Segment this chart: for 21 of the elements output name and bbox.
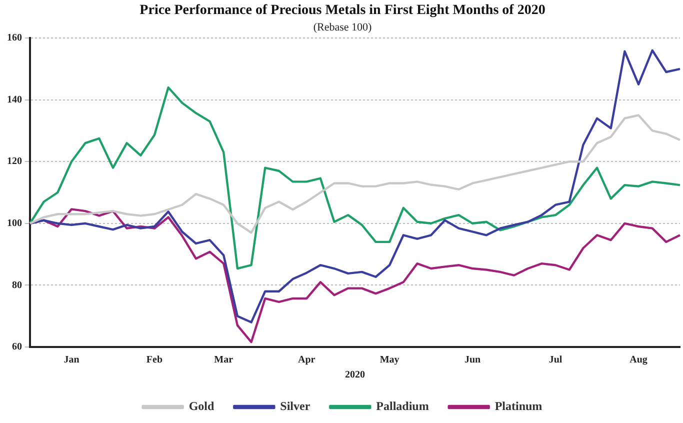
legend-label: Palladium xyxy=(376,399,429,414)
legend-label: Gold xyxy=(188,399,214,414)
x-tick-label: Mar xyxy=(214,354,234,366)
legend-label: Silver xyxy=(280,399,311,414)
y-tick-label: 140 xyxy=(7,94,22,106)
y-tick-label: 160 xyxy=(7,32,22,44)
x-tick-label: Feb xyxy=(146,354,163,366)
y-tick-label: 120 xyxy=(7,156,22,168)
x-tick-label: Jul xyxy=(548,354,562,366)
chart-subtitle: (Rebase 100) xyxy=(313,21,372,34)
y-tick-label: 60 xyxy=(12,342,22,353)
x-tick-label: May xyxy=(380,354,400,366)
y-tick-label: 80 xyxy=(12,280,22,291)
x-tick-label: Jun xyxy=(464,354,482,366)
legend-label: Platinum xyxy=(494,399,542,414)
chart-title: Price Performance of Precious Metals in First Eight Months of 2020 xyxy=(140,3,546,18)
x-tick-label: Jan xyxy=(64,354,80,366)
x-tick-label: Apr xyxy=(298,354,316,366)
y-tick-label: 100 xyxy=(7,218,22,229)
x-tick-label: Aug xyxy=(630,354,648,366)
x-axis-title: 2020 xyxy=(345,370,365,381)
